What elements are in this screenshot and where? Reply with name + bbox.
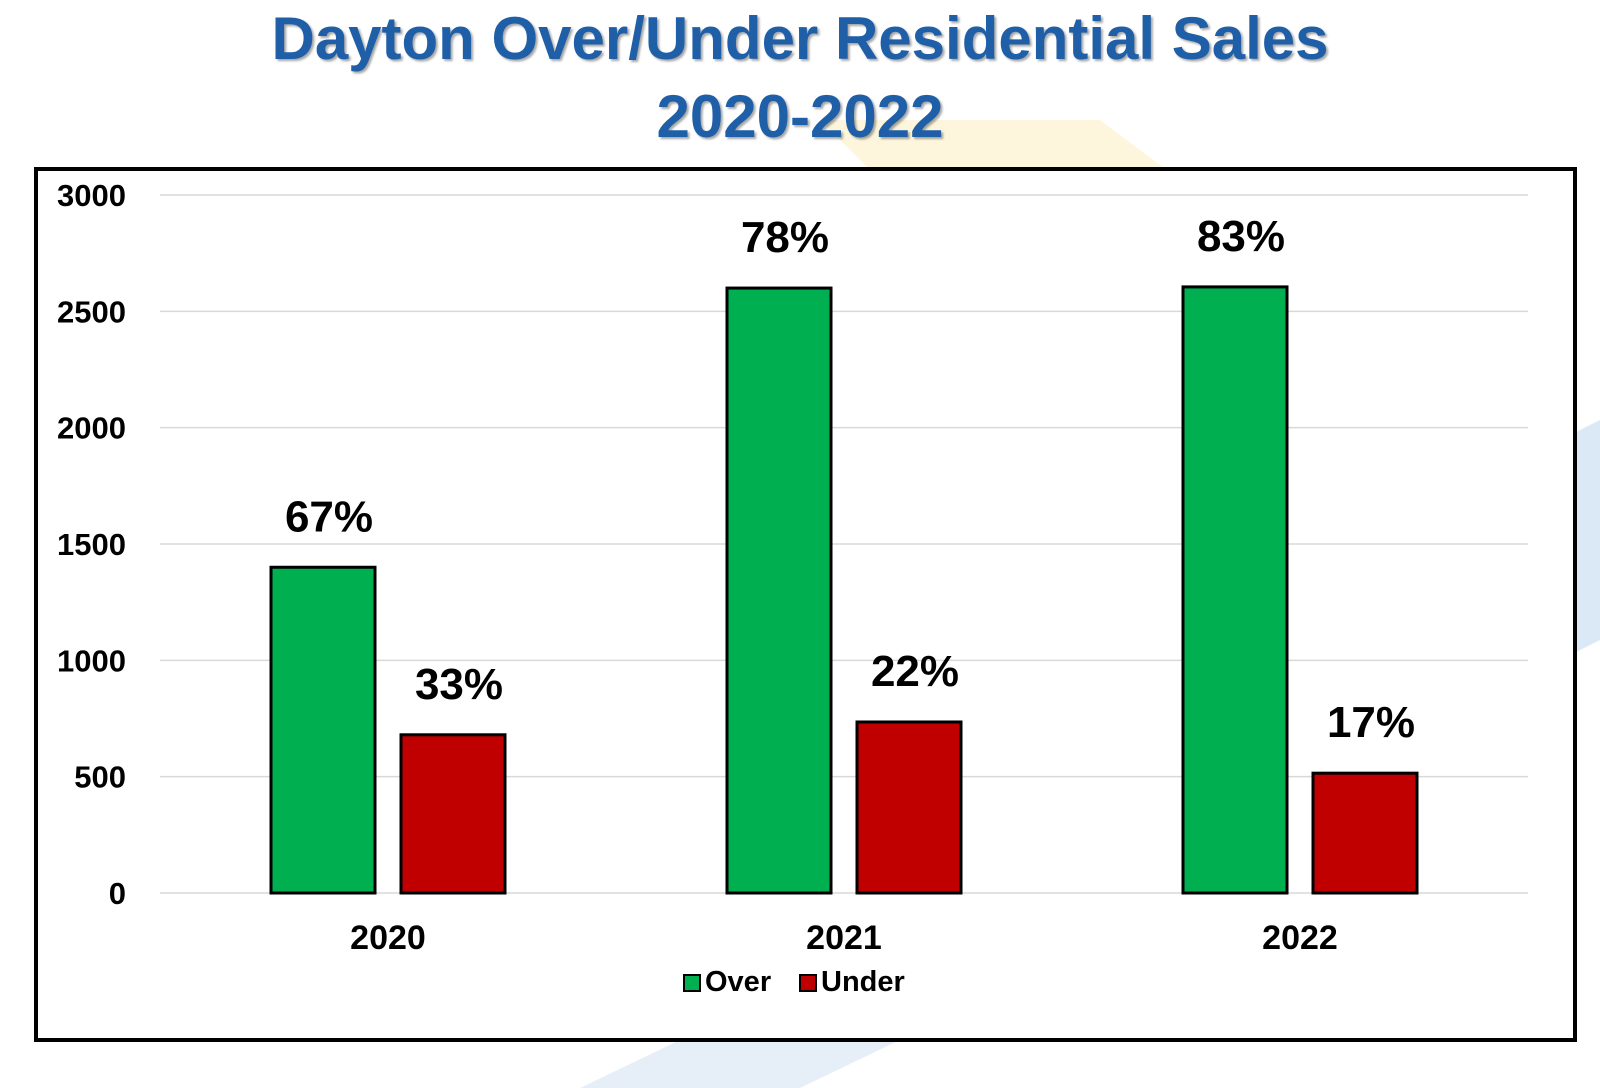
legend-swatch-over xyxy=(683,974,701,992)
bar-over-2021 xyxy=(725,286,833,895)
x-tick-label: 2021 xyxy=(806,919,882,957)
bar-under-2020 xyxy=(399,733,507,895)
y-tick-label: 0 xyxy=(109,876,126,911)
y-tick-label: 1500 xyxy=(57,527,126,562)
bar-over-2020 xyxy=(269,565,377,895)
chart-plot: 0 500 1000 1500 2000 2500 3000 67% 33% 2020 78% 22%… xyxy=(57,178,1528,998)
bar-over-2022 xyxy=(1181,285,1289,895)
decor-blue-stripe-bottom xyxy=(580,1040,900,1088)
y-tick-label: 1000 xyxy=(57,643,126,678)
y-tick-label: 500 xyxy=(74,760,126,795)
bar-under-2021 xyxy=(855,720,963,895)
chart-subtitle: 2020-2022 xyxy=(656,83,944,150)
y-tick-label: 2000 xyxy=(57,411,126,446)
decor-yellow-stripe xyxy=(820,120,1180,180)
data-label-under-2022: 17% xyxy=(1327,698,1415,747)
legend-label-over: Over xyxy=(705,966,771,998)
chart-title: Dayton Over/Under Residential Sales xyxy=(271,5,1329,72)
legend-label-under: Under xyxy=(821,966,905,998)
data-label-under-2021: 22% xyxy=(871,647,959,696)
data-label-over-2022: 83% xyxy=(1197,212,1285,261)
legend-swatch-under xyxy=(799,974,817,992)
data-label-over-2020: 67% xyxy=(285,492,373,541)
bar-under-2022 xyxy=(1311,771,1419,895)
x-tick-label: 2022 xyxy=(1262,919,1338,957)
chart-frame: 0 500 1000 1500 2000 2500 3000 67% 33% 2020 78% 22%… xyxy=(34,167,1577,1042)
y-tick-label: 2500 xyxy=(57,294,126,329)
data-label-under-2020: 33% xyxy=(415,660,503,709)
data-label-over-2021: 78% xyxy=(741,213,829,262)
y-tick-label: 3000 xyxy=(57,178,126,213)
x-tick-label: 2020 xyxy=(350,919,426,957)
chart-title-block: Dayton Over/Under Residential Sales 2020… xyxy=(0,0,1600,156)
